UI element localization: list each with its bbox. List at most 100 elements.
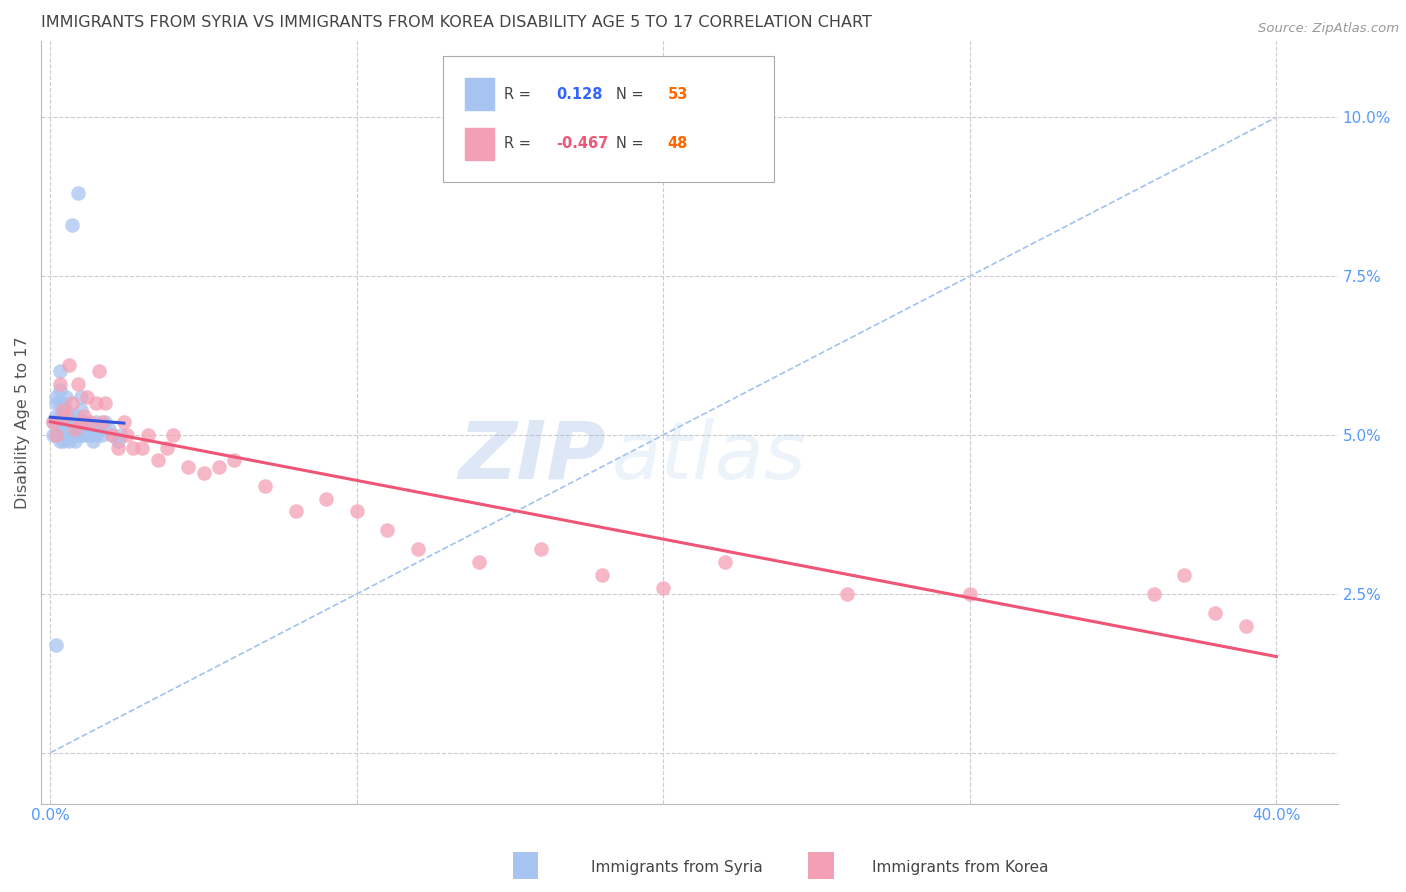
Point — [115, 428, 138, 442]
Text: 0.128: 0.128 — [555, 87, 602, 102]
Bar — [465, 78, 494, 111]
Point — [146, 453, 169, 467]
Point — [89, 364, 111, 378]
Point — [70, 415, 93, 429]
Point — [79, 415, 101, 429]
Point — [131, 441, 153, 455]
Point — [60, 218, 83, 232]
Point — [94, 415, 117, 429]
Point — [45, 428, 67, 442]
Point — [52, 422, 75, 436]
Point — [84, 396, 107, 410]
Point — [60, 396, 83, 410]
Point — [48, 409, 70, 423]
Point — [224, 453, 246, 467]
Point — [55, 402, 77, 417]
Point — [52, 434, 75, 449]
Point — [58, 434, 80, 449]
Point — [1204, 606, 1226, 620]
Text: atlas: atlas — [612, 417, 807, 496]
Point — [107, 441, 129, 455]
Point — [1143, 587, 1166, 601]
Point — [58, 358, 80, 372]
Point — [652, 581, 675, 595]
Bar — [465, 128, 494, 160]
Point — [63, 422, 86, 436]
Point — [58, 422, 80, 436]
Point — [60, 428, 83, 442]
Point — [177, 459, 200, 474]
Point — [45, 409, 67, 423]
FancyBboxPatch shape — [443, 56, 773, 182]
Point — [48, 364, 70, 378]
Point — [94, 396, 117, 410]
Point — [91, 428, 114, 442]
Point — [1234, 618, 1257, 632]
Point — [70, 402, 93, 417]
Point — [48, 396, 70, 410]
Point — [45, 415, 67, 429]
Point — [66, 428, 89, 442]
Point — [162, 428, 184, 442]
Point — [346, 504, 368, 518]
Point — [42, 415, 65, 429]
Point — [406, 542, 429, 557]
Point — [66, 377, 89, 392]
Point — [97, 422, 120, 436]
Point — [138, 428, 160, 442]
Point — [591, 567, 613, 582]
Point — [73, 409, 96, 423]
Point — [45, 396, 67, 410]
Point — [48, 377, 70, 392]
Point — [1173, 567, 1195, 582]
Point — [82, 434, 104, 449]
Point — [42, 415, 65, 429]
Point — [315, 491, 337, 506]
Text: N =: N = — [616, 136, 648, 152]
Point — [52, 402, 75, 417]
Point — [284, 504, 307, 518]
Point — [45, 638, 67, 652]
Point — [48, 422, 70, 436]
Point — [82, 422, 104, 436]
Point — [84, 428, 107, 442]
Point — [66, 186, 89, 201]
Point — [73, 415, 96, 429]
Point — [468, 555, 491, 569]
Text: IMMIGRANTS FROM SYRIA VS IMMIGRANTS FROM KOREA DISABILITY AGE 5 TO 17 CORRELATIO: IMMIGRANTS FROM SYRIA VS IMMIGRANTS FROM… — [41, 15, 872, 30]
Point — [73, 428, 96, 442]
Y-axis label: Disability Age 5 to 17: Disability Age 5 to 17 — [15, 336, 30, 508]
Point — [208, 459, 231, 474]
Point — [107, 434, 129, 449]
Text: Immigrants from Korea: Immigrants from Korea — [872, 860, 1049, 874]
Point — [156, 441, 179, 455]
Point — [48, 434, 70, 449]
Point — [52, 396, 75, 410]
Point — [63, 422, 86, 436]
Point — [377, 524, 399, 538]
Point — [55, 428, 77, 442]
Text: Immigrants from Syria: Immigrants from Syria — [591, 860, 762, 874]
Point — [55, 409, 77, 423]
Point — [193, 466, 215, 480]
Point — [76, 390, 98, 404]
Text: 53: 53 — [668, 87, 688, 102]
Text: -0.467: -0.467 — [555, 136, 609, 152]
Point — [63, 409, 86, 423]
Point — [112, 415, 135, 429]
Point — [42, 428, 65, 442]
Point — [60, 415, 83, 429]
Point — [70, 415, 93, 429]
Point — [52, 409, 75, 423]
Point — [959, 587, 981, 601]
Point — [76, 422, 98, 436]
Point — [45, 428, 67, 442]
Text: R =: R = — [503, 87, 536, 102]
Text: 48: 48 — [668, 136, 688, 152]
Point — [122, 441, 145, 455]
Point — [837, 587, 859, 601]
Point — [84, 415, 107, 429]
Point — [63, 434, 86, 449]
Text: R =: R = — [503, 136, 536, 152]
Point — [91, 415, 114, 429]
